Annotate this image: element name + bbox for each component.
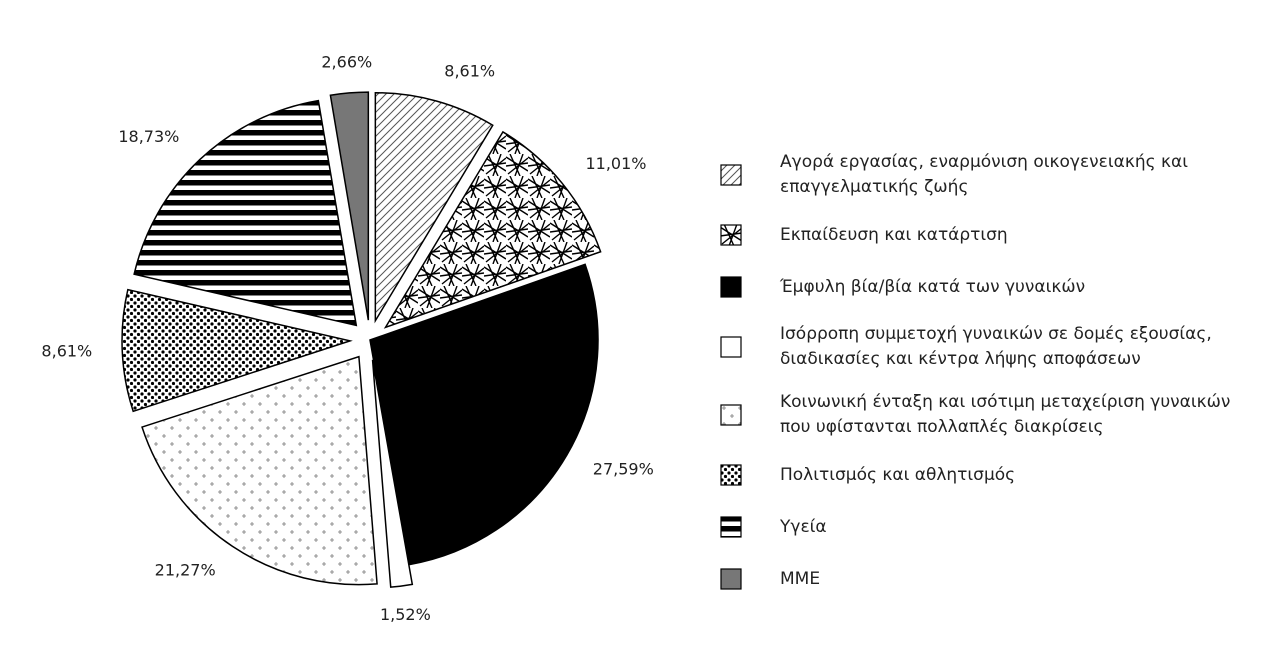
legend-swatch-rect xyxy=(720,464,742,486)
legend: Αγορά εργασίας, εναρμόνιση οικογενειακής… xyxy=(720,150,1240,614)
legend-swatch xyxy=(720,404,742,426)
legend-swatch-rect xyxy=(720,164,742,186)
data-label: 1,52% xyxy=(380,605,431,624)
legend-item: Αγορά εργασίας, εναρμόνιση οικογενειακής… xyxy=(720,150,1240,200)
legend-swatch xyxy=(720,276,742,298)
legend-swatch xyxy=(720,516,742,538)
legend-label: Εκπαίδευση και κατάρτιση xyxy=(780,224,1008,245)
data-label: 8,61% xyxy=(41,342,92,361)
legend-swatch-rect xyxy=(720,224,742,246)
legend-label: Υγεία xyxy=(780,516,827,537)
legend-label: Ισόρροπη συμμετοχή γυναικών σε δομές εξο… xyxy=(780,324,1212,369)
legend-swatch xyxy=(720,336,742,358)
data-label: 11,01% xyxy=(585,154,646,173)
pie-slice xyxy=(383,130,602,329)
legend-swatch-rect xyxy=(720,404,742,426)
pie-slice xyxy=(141,355,378,586)
data-label: 2,66% xyxy=(321,52,372,71)
legend-label: Έμφυλη βία/βία κατά των γυναικών xyxy=(780,276,1086,297)
legend-swatch-rect xyxy=(720,568,742,590)
pie-slice xyxy=(371,359,414,588)
legend-swatch-rect xyxy=(720,516,742,538)
legend-item: Πολιτισμός και αθλητισμός xyxy=(720,458,1240,492)
legend-item: Ισόρροπη συμμετοχή γυναικών σε δομές εξο… xyxy=(720,322,1240,372)
pie-slice xyxy=(329,91,370,321)
legend-item: ΜΜΕ xyxy=(720,562,1240,596)
pie-slice xyxy=(133,99,358,327)
pie-slice xyxy=(374,91,494,324)
legend-swatch xyxy=(720,224,742,246)
legend-item: Κοινωνική ένταξη και ισότιμη μεταχείριση… xyxy=(720,390,1240,440)
legend-swatch xyxy=(720,164,742,186)
data-label: 18,73% xyxy=(118,127,179,146)
legend-label: Πολιτισμός και αθλητισμός xyxy=(780,464,1016,485)
legend-label: ΜΜΕ xyxy=(780,568,821,589)
pie-chart: 8,61% 11,01% 27,59% 1,52% 21,27% 8,61% 18,73% 2… xyxy=(41,52,654,624)
legend-swatch-rect xyxy=(720,276,742,298)
legend-item: Έμφυλη βία/βία κατά των γυναικών xyxy=(720,270,1240,304)
legend-swatch xyxy=(720,568,742,590)
data-label: 21,27% xyxy=(155,561,216,580)
legend-item: Υγεία xyxy=(720,510,1240,544)
legend-swatch xyxy=(720,464,742,486)
pie-slice xyxy=(369,263,599,566)
legend-label: Αγορά εργασίας, εναρμόνιση οικογενειακής… xyxy=(780,152,1188,197)
data-label: 8,61% xyxy=(444,62,495,81)
legend-item: Εκπαίδευση και κατάρτιση xyxy=(720,218,1240,252)
pie-slice xyxy=(121,288,353,413)
data-label: 27,59% xyxy=(593,460,654,479)
legend-swatch-rect xyxy=(720,336,742,358)
legend-label: Κοινωνική ένταξη και ισότιμη μεταχείριση… xyxy=(780,392,1231,437)
